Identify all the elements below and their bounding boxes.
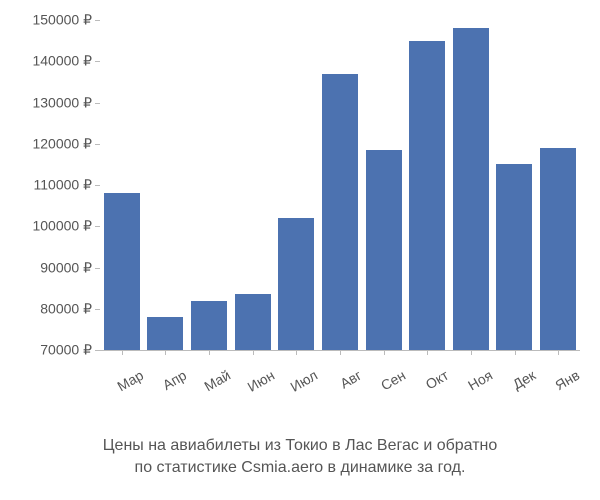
y-tick-label: 70000 ₽ (40, 342, 92, 359)
chart-caption: Цены на авиабилеты из Токио в Лас Вегас … (0, 435, 600, 480)
x-tick-label: Май (196, 360, 227, 378)
x-tick-label: Авг (327, 360, 358, 378)
y-tick-mark (95, 144, 100, 145)
x-tick-mark (122, 350, 123, 355)
x-tick-label: Сен (370, 360, 401, 378)
y-tick-label: 150000 ₽ (32, 12, 92, 29)
y-tick-mark (95, 185, 100, 186)
x-tick-mark (558, 350, 559, 355)
y-tick-label: 80000 ₽ (40, 300, 92, 317)
y-tick-label: 130000 ₽ (32, 94, 92, 111)
x-tick-label: Ноя (458, 360, 489, 378)
y-tick-mark (95, 309, 100, 310)
x-tick-label: Апр (152, 360, 183, 378)
bar (147, 317, 183, 350)
x-tick-label: Янв (545, 360, 576, 378)
bar (235, 294, 271, 350)
y-tick-mark (95, 20, 100, 21)
bars-group (100, 20, 580, 350)
bar (191, 301, 227, 351)
bar (366, 150, 402, 350)
x-tick-label: Мар (109, 360, 140, 378)
x-tick-mark (471, 350, 472, 355)
x-axis: Мар Апр Май Июн Июл Авг Сен Окт Ноя Дек Янв (100, 360, 580, 410)
x-tick-mark (384, 350, 385, 355)
bar (540, 148, 576, 350)
bar (278, 218, 314, 350)
y-tick-mark (95, 61, 100, 62)
y-tick-label: 90000 ₽ (40, 259, 92, 276)
x-tick-label: Дек (501, 360, 532, 378)
x-tick-label: Июн (240, 360, 271, 378)
x-tick-mark (340, 350, 341, 355)
bar (409, 41, 445, 350)
bar (322, 74, 358, 350)
y-tick-label: 140000 ₽ (32, 53, 92, 70)
caption-line-1: Цены на авиабилеты из Токио в Лас Вегас … (0, 435, 600, 457)
y-tick-label: 120000 ₽ (32, 135, 92, 152)
y-axis: 70000 ₽80000 ₽90000 ₽100000 ₽110000 ₽120… (0, 20, 100, 350)
y-tick-mark (95, 226, 100, 227)
plot-area (100, 20, 580, 350)
chart-container: 70000 ₽ 80000 ₽ 90000 ₽ 100000 ₽ 110000 ₽ 120… (0, 0, 600, 500)
x-tick-mark (296, 350, 297, 355)
caption-line-2: по статистике Csmia.aero в динамике за г… (0, 457, 600, 479)
y-tick-mark (95, 103, 100, 104)
x-tick-label: Июл (283, 360, 314, 378)
y-tick-label: 100000 ₽ (32, 218, 92, 235)
x-tick-label: Окт (414, 360, 445, 378)
x-tick-mark (515, 350, 516, 355)
x-tick-mark (165, 350, 166, 355)
bar (104, 193, 140, 350)
bar (453, 28, 489, 350)
bar (496, 164, 532, 350)
x-tick-mark (209, 350, 210, 355)
x-tick-mark (253, 350, 254, 355)
y-tick-mark (95, 268, 100, 269)
x-tick-mark (427, 350, 428, 355)
y-tick-label: 110000 ₽ (34, 177, 92, 194)
y-tick-mark (95, 350, 100, 351)
